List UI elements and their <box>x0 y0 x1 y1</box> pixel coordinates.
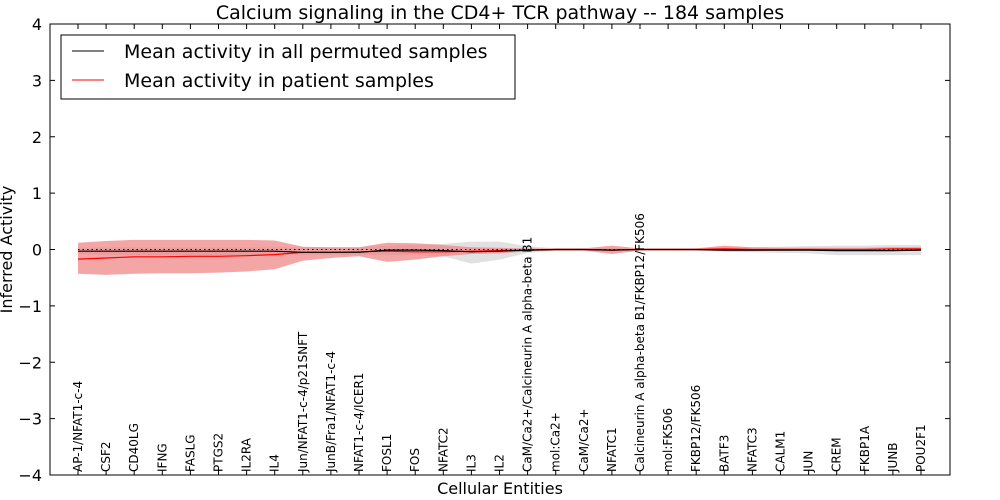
x-tick-label: CREM <box>830 437 844 472</box>
chart-title: Calcium signaling in the CD4+ TCR pathwa… <box>216 2 784 24</box>
x-tick-label: JunB/Fra1/NFAT1-c-4 <box>324 351 338 473</box>
y-tick-label: −1 <box>18 297 42 316</box>
legend-label-patient: Mean activity in patient samples <box>124 70 434 92</box>
y-tick-label: −3 <box>18 410 42 429</box>
x-tick-label: Calcineurin A alpha-beta B1/FKBP12/FK506 <box>633 213 647 472</box>
legend-box <box>60 34 516 100</box>
x-tick-label: NFAT1-c-4/ICER1 <box>352 373 366 472</box>
y-tick-label: 2 <box>32 128 42 147</box>
legend: Mean activity in all permuted samples Me… <box>60 34 516 100</box>
x-tick-label: NFATC3 <box>745 427 759 472</box>
x-tick-label: mol:Ca2+ <box>549 412 563 472</box>
x-tick-label: IL4 <box>268 454 282 472</box>
y-tick-label: 3 <box>32 71 42 90</box>
x-tick-label: CD40LG <box>127 423 141 472</box>
x-tick-label: IL3 <box>464 454 478 472</box>
x-tick-label: Jun/NFAT1-c-4/p21SNFT <box>296 331 310 473</box>
x-tick-label: NFATC1 <box>605 427 619 472</box>
x-tick-label: NFATC2 <box>436 427 450 472</box>
x-tick-label: IL2RA <box>240 437 254 472</box>
x-tick-label: JUN <box>802 451 816 473</box>
x-tick-label: FKBP1A <box>858 425 872 472</box>
x-tick-label: CaM/Ca2+/Calcineurin A alpha-beta B1 <box>521 237 535 472</box>
mean-lines <box>77 248 922 260</box>
x-tick-label: CALM1 <box>774 431 788 472</box>
category-labels: AP-1/NFAT1-c-4 CSF2 CD40LG IFNG FASLG PTGS2 IL… <box>71 213 928 473</box>
x-tick-label: FOSL1 <box>380 434 394 472</box>
x-tick-label: BATF3 <box>717 435 731 472</box>
x-tick-label: IL2 <box>493 454 507 472</box>
x-tick-label: PTGS2 <box>212 433 226 472</box>
x-tick-label: FKBP12/FK506 <box>689 385 703 472</box>
plot-frame <box>49 23 951 476</box>
x-axis-label: Cellular Entities <box>437 479 563 498</box>
y-tick-label: −4 <box>18 466 42 485</box>
x-tick-label: mol:FK506 <box>661 408 675 472</box>
permuted-mean-line <box>78 248 922 253</box>
x-tick-label: FASLG <box>183 434 197 472</box>
x-tick-label: CSF2 <box>99 441 113 472</box>
y-tick-label: 1 <box>32 184 42 203</box>
x-tick-label: JUNB <box>886 442 900 473</box>
x-tick-label: AP-1/NFAT1-c-4 <box>71 381 85 472</box>
legend-label-permuted: Mean activity in all permuted samples <box>124 41 487 63</box>
x-tick-label: POU2F1 <box>914 424 928 472</box>
x-axis <box>77 24 922 475</box>
x-tick-label: IFNG <box>155 443 169 472</box>
y-axis: −4 −3 −2 −1 0 1 2 3 4 <box>18 15 950 485</box>
y-tick-label: 4 <box>32 15 42 34</box>
y-axis-label: Inferred Activity <box>0 186 16 314</box>
y-tick-label: −2 <box>18 353 42 372</box>
y-tick-label: 0 <box>32 241 42 260</box>
x-tick-label: FOS <box>408 448 422 472</box>
x-tick-label: CaM/Ca2+ <box>577 408 591 472</box>
